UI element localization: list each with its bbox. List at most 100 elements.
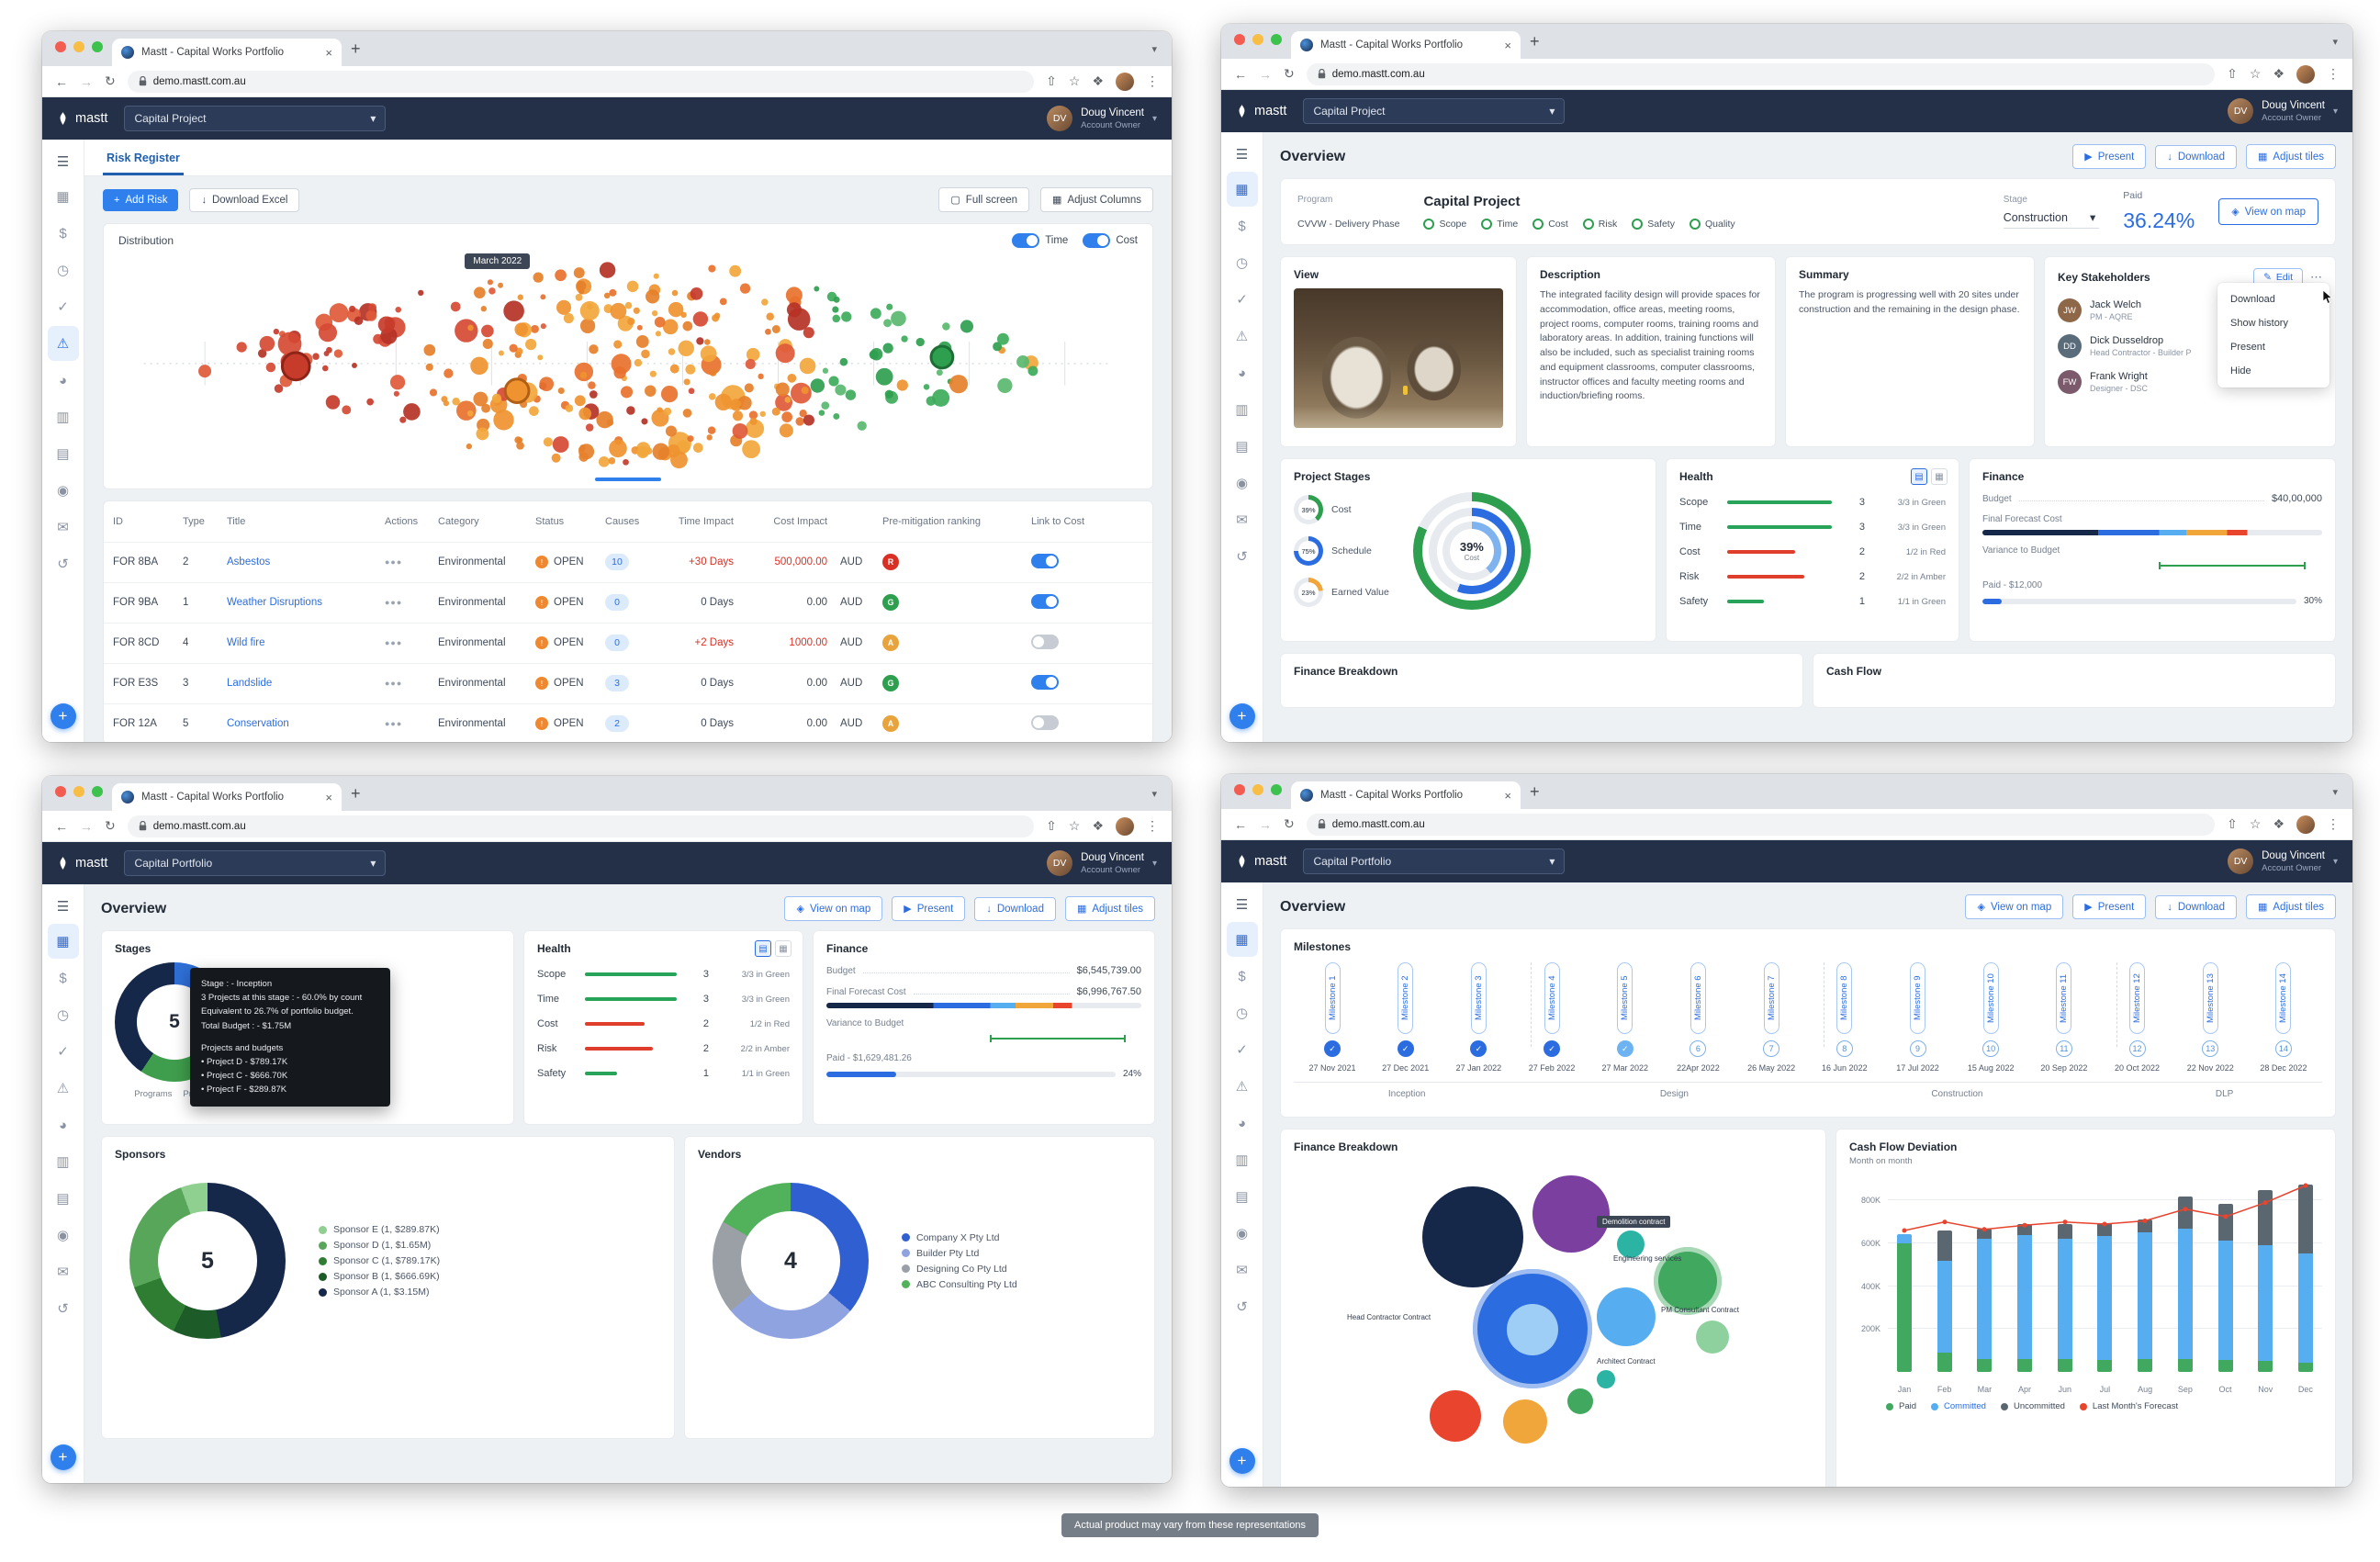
sidebar-item[interactable]: ⚠: [47, 326, 79, 361]
finance-bubble-chart[interactable]: Demolition contract Engineering services H…: [1294, 1159, 1813, 1471]
add-new-button[interactable]: +: [1229, 703, 1255, 729]
tab-risk-register[interactable]: Risk Register: [103, 141, 184, 175]
url-bar[interactable]: demo.mastt.com.au: [1306, 813, 2216, 836]
adjust-tiles-button[interactable]: ▦ Adjust tiles: [1064, 896, 1155, 921]
milestone-status-icon[interactable]: ✓14: [2274, 1040, 2292, 1057]
grid-view-toggle[interactable]: ▦: [1931, 468, 1948, 485]
link-to-cost-toggle[interactable]: [1031, 674, 1059, 690]
sidebar-item[interactable]: ▥: [48, 1144, 79, 1179]
sidebar-item[interactable]: ◷: [48, 253, 79, 287]
reload-icon[interactable]: ↻: [105, 73, 116, 88]
add-new-button[interactable]: +: [50, 703, 76, 729]
sidebar-item[interactable]: ✉: [1227, 502, 1258, 537]
tab-search-caret-icon[interactable]: ▾: [1151, 44, 1157, 55]
hamburger-menu-icon[interactable]: ☰: [1235, 147, 1249, 163]
new-tab-button[interactable]: +: [1530, 782, 1540, 801]
chart-scroll-handle[interactable]: [595, 477, 661, 481]
finance-bubble[interactable]: [1597, 1287, 1656, 1346]
workspace-select[interactable]: Capital Project ▾: [124, 106, 387, 131]
sidebar-item[interactable]: ▤: [1227, 1179, 1258, 1214]
column-header[interactable]: Pre-mitigation ranking: [882, 515, 981, 527]
sidebar-item[interactable]: ▦: [1226, 922, 1258, 957]
context-menu-item[interactable]: Show history: [2230, 318, 2288, 329]
back-icon[interactable]: ←: [1234, 66, 1247, 82]
sidebar-item[interactable]: ◕: [48, 363, 79, 398]
extensions-icon[interactable]: ❖: [2273, 816, 2285, 831]
sidebar-item[interactable]: ⚠: [48, 1071, 79, 1106]
milestone-status-icon[interactable]: ✓13: [2202, 1040, 2219, 1057]
table-row[interactable]: FOR 9BA 1 Weather Disruptions ●●● Enviro…: [104, 581, 1152, 623]
milestone-status-icon[interactable]: ✓12: [2128, 1040, 2146, 1057]
milestone-status-icon[interactable]: ✓10: [1982, 1040, 2000, 1057]
workspace-select[interactable]: Capital Project ▾: [1303, 98, 1566, 124]
close-window-button[interactable]: [55, 786, 66, 797]
milestone-pill[interactable]: Milestone 5: [1617, 962, 1633, 1034]
sidebar-item[interactable]: ⚠: [1227, 1069, 1258, 1104]
back-icon[interactable]: ←: [1234, 816, 1247, 832]
sidebar-item[interactable]: ⚠: [1227, 319, 1258, 354]
row-actions-icon[interactable]: ●●●: [385, 719, 403, 729]
sponsors-donut-chart[interactable]: 5: [129, 1183, 286, 1339]
zoom-window-button[interactable]: [1271, 784, 1282, 795]
causes-badge[interactable]: 3: [605, 675, 629, 692]
link-to-cost-toggle[interactable]: [1031, 553, 1059, 568]
browser-menu-icon[interactable]: ⋮: [2327, 816, 2340, 831]
legend-item[interactable]: Committed: [1931, 1401, 1986, 1411]
sidebar-item[interactable]: ▥: [1227, 1142, 1258, 1177]
risk-title-link[interactable]: Wild fire: [227, 637, 265, 649]
table-row[interactable]: FOR E3S 3 Landslide ●●● Environmental ! O…: [104, 662, 1152, 703]
finance-bubble[interactable]: [1696, 1320, 1729, 1354]
legend-item[interactable]: Paid: [1886, 1401, 1916, 1411]
minimize-window-button[interactable]: [73, 786, 84, 797]
risk-title-link[interactable]: Landslide: [227, 678, 273, 690]
finance-bubble[interactable]: [1617, 1230, 1645, 1258]
column-header[interactable]: Category: [438, 515, 479, 527]
tab-search-caret-icon[interactable]: ▾: [2332, 37, 2338, 48]
bookmark-star-icon[interactable]: ☆: [1068, 818, 1081, 833]
present-button[interactable]: ▶ Present: [2072, 144, 2147, 169]
more-options-icon[interactable]: ⋯: [2310, 270, 2322, 284]
sidebar-item[interactable]: ▤: [48, 1181, 79, 1216]
sidebar-item[interactable]: ✉: [48, 510, 79, 545]
forward-icon[interactable]: →: [80, 818, 93, 834]
milestone-pill[interactable]: Milestone 13: [2202, 962, 2218, 1034]
cashflow-bar[interactable]: Feb: [1937, 1175, 1952, 1394]
extensions-icon[interactable]: ❖: [2273, 66, 2285, 81]
link-to-cost-toggle[interactable]: [1031, 714, 1059, 730]
extensions-icon[interactable]: ❖: [1092, 73, 1104, 88]
back-icon[interactable]: ←: [55, 73, 68, 89]
milestone-pill[interactable]: Milestone 9: [1910, 962, 1925, 1034]
add-new-button[interactable]: +: [50, 1444, 76, 1470]
share-icon[interactable]: ⇧: [1046, 73, 1057, 88]
column-header[interactable]: Title: [227, 515, 246, 527]
minimize-window-button[interactable]: [73, 41, 84, 52]
download-button[interactable]: ↓ Download: [974, 896, 1056, 921]
causes-badge[interactable]: 10: [605, 554, 629, 571]
column-header[interactable]: Time Impact: [678, 515, 734, 527]
context-menu-item[interactable]: Present: [2230, 342, 2265, 353]
column-header[interactable]: Actions: [385, 515, 419, 527]
milestone-pill[interactable]: Milestone 11: [2056, 962, 2072, 1034]
sidebar-item[interactable]: ▦: [48, 179, 79, 214]
milestone-pill[interactable]: Milestone 4: [1544, 962, 1560, 1034]
browser-tab[interactable]: Mastt - Capital Works Portfolio ×: [1291, 31, 1521, 59]
mastt-logo[interactable]: mastt: [1236, 104, 1286, 118]
url-bar[interactable]: demo.mastt.com.au: [1306, 62, 2216, 85]
causes-badge[interactable]: 2: [605, 715, 629, 733]
mastt-logo[interactable]: mastt: [1236, 854, 1286, 869]
add-new-button[interactable]: +: [1229, 1448, 1255, 1474]
link-to-cost-toggle[interactable]: [1031, 634, 1059, 649]
stakeholder-row[interactable]: DD Dick Dusseldrop Head Contractor - Bui…: [2058, 334, 2322, 358]
causes-badge[interactable]: 0: [605, 635, 629, 652]
sidebar-item[interactable]: ▦: [47, 924, 79, 959]
sidebar-item[interactable]: $: [48, 216, 79, 251]
full-screen-button[interactable]: ▢ Full screen: [938, 187, 1030, 212]
profile-avatar[interactable]: [1116, 816, 1134, 836]
milestone-pill[interactable]: Milestone 6: [1690, 962, 1706, 1034]
forward-icon[interactable]: →: [1259, 816, 1272, 832]
new-tab-button[interactable]: +: [351, 39, 361, 58]
sidebar-item[interactable]: ✓: [1227, 1032, 1258, 1067]
row-actions-icon[interactable]: ●●●: [385, 679, 403, 689]
milestone-pill[interactable]: Milestone 8: [1836, 962, 1853, 1034]
sidebar-item[interactable]: ↺: [48, 1291, 79, 1326]
